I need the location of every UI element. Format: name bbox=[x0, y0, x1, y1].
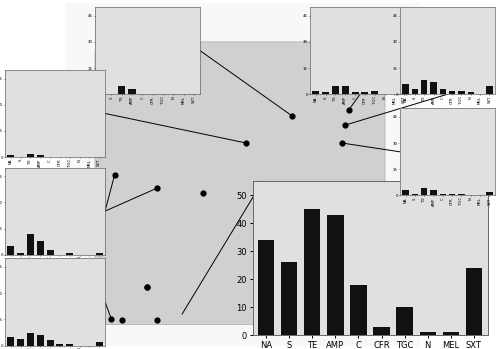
Bar bbox=[27, 234, 34, 255]
Bar bbox=[66, 344, 73, 346]
Bar bbox=[458, 194, 464, 195]
Bar bbox=[442, 332, 458, 335]
Bar bbox=[65, 3, 420, 346]
Bar bbox=[412, 194, 418, 195]
Bar bbox=[8, 337, 14, 346]
Bar bbox=[430, 190, 437, 195]
Bar bbox=[56, 344, 64, 346]
Bar bbox=[258, 240, 274, 335]
Bar bbox=[282, 262, 298, 335]
Bar bbox=[466, 268, 481, 335]
Bar bbox=[400, 91, 407, 94]
Bar bbox=[362, 92, 368, 94]
Bar bbox=[449, 194, 456, 195]
Bar bbox=[18, 253, 24, 255]
Bar bbox=[412, 89, 418, 94]
Bar bbox=[374, 327, 390, 335]
Bar bbox=[27, 154, 34, 157]
Bar bbox=[46, 340, 54, 346]
Bar bbox=[486, 192, 492, 195]
Bar bbox=[440, 194, 446, 195]
Bar bbox=[449, 91, 456, 94]
Bar bbox=[396, 307, 412, 335]
Bar bbox=[96, 342, 102, 346]
Bar bbox=[342, 86, 348, 94]
Bar bbox=[458, 91, 464, 94]
Bar bbox=[421, 188, 428, 195]
Bar bbox=[420, 332, 436, 335]
Bar bbox=[350, 285, 366, 335]
Bar bbox=[66, 253, 73, 255]
Bar bbox=[304, 209, 320, 335]
Bar bbox=[312, 91, 320, 94]
Bar bbox=[128, 89, 136, 94]
Bar bbox=[440, 89, 446, 94]
Bar bbox=[8, 155, 14, 157]
Bar bbox=[46, 250, 54, 255]
Bar bbox=[430, 82, 437, 94]
Bar bbox=[37, 335, 44, 346]
Bar bbox=[37, 155, 44, 157]
Bar bbox=[37, 241, 44, 255]
Bar bbox=[8, 246, 14, 255]
Bar bbox=[486, 86, 492, 94]
Bar bbox=[402, 190, 409, 195]
Bar bbox=[96, 253, 102, 255]
Bar bbox=[468, 92, 474, 94]
Bar bbox=[402, 84, 409, 94]
Bar bbox=[328, 215, 344, 335]
Bar bbox=[372, 91, 378, 94]
Bar bbox=[27, 333, 34, 346]
Bar bbox=[332, 86, 339, 94]
Bar bbox=[322, 92, 329, 94]
Bar bbox=[18, 339, 24, 346]
Bar bbox=[352, 92, 358, 94]
Bar bbox=[421, 80, 428, 94]
FancyBboxPatch shape bbox=[95, 42, 385, 325]
Bar bbox=[118, 86, 126, 94]
